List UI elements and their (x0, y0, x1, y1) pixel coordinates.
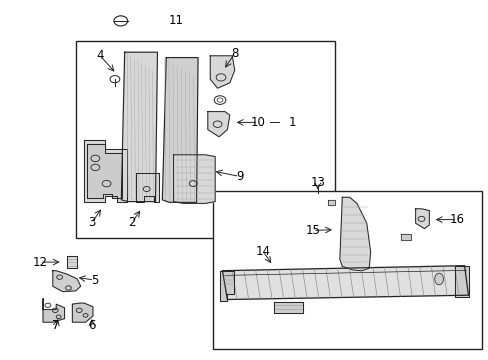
Text: 13: 13 (310, 176, 325, 189)
Text: 14: 14 (255, 245, 270, 258)
Polygon shape (273, 302, 303, 313)
Bar (212, 191, 481, 349)
Text: 5: 5 (90, 274, 98, 287)
Polygon shape (162, 58, 198, 202)
Text: 11: 11 (168, 14, 183, 27)
Polygon shape (454, 266, 468, 297)
Polygon shape (339, 197, 370, 271)
Polygon shape (210, 56, 234, 88)
Ellipse shape (434, 273, 443, 285)
Polygon shape (136, 173, 159, 202)
Polygon shape (87, 144, 122, 198)
Polygon shape (53, 271, 81, 292)
Text: 3: 3 (88, 216, 96, 229)
Polygon shape (220, 271, 233, 301)
Text: 8: 8 (230, 47, 238, 60)
Polygon shape (415, 209, 428, 229)
Text: 9: 9 (235, 170, 243, 183)
Polygon shape (67, 256, 77, 268)
Text: 2: 2 (128, 216, 136, 229)
Polygon shape (121, 52, 157, 202)
Text: 12: 12 (33, 256, 47, 269)
Text: 15: 15 (305, 224, 320, 237)
Text: 16: 16 (449, 213, 464, 226)
Bar (76, 41, 334, 238)
Polygon shape (43, 299, 64, 322)
Polygon shape (173, 155, 215, 203)
Polygon shape (207, 112, 229, 137)
Polygon shape (327, 200, 334, 205)
Polygon shape (72, 303, 93, 322)
Text: 7: 7 (52, 319, 60, 332)
Polygon shape (84, 140, 127, 202)
Text: 4: 4 (96, 49, 104, 62)
Text: 10: 10 (250, 116, 265, 129)
Polygon shape (222, 266, 468, 300)
Text: 6: 6 (88, 319, 96, 332)
Polygon shape (400, 234, 410, 240)
Text: 1: 1 (288, 116, 296, 129)
